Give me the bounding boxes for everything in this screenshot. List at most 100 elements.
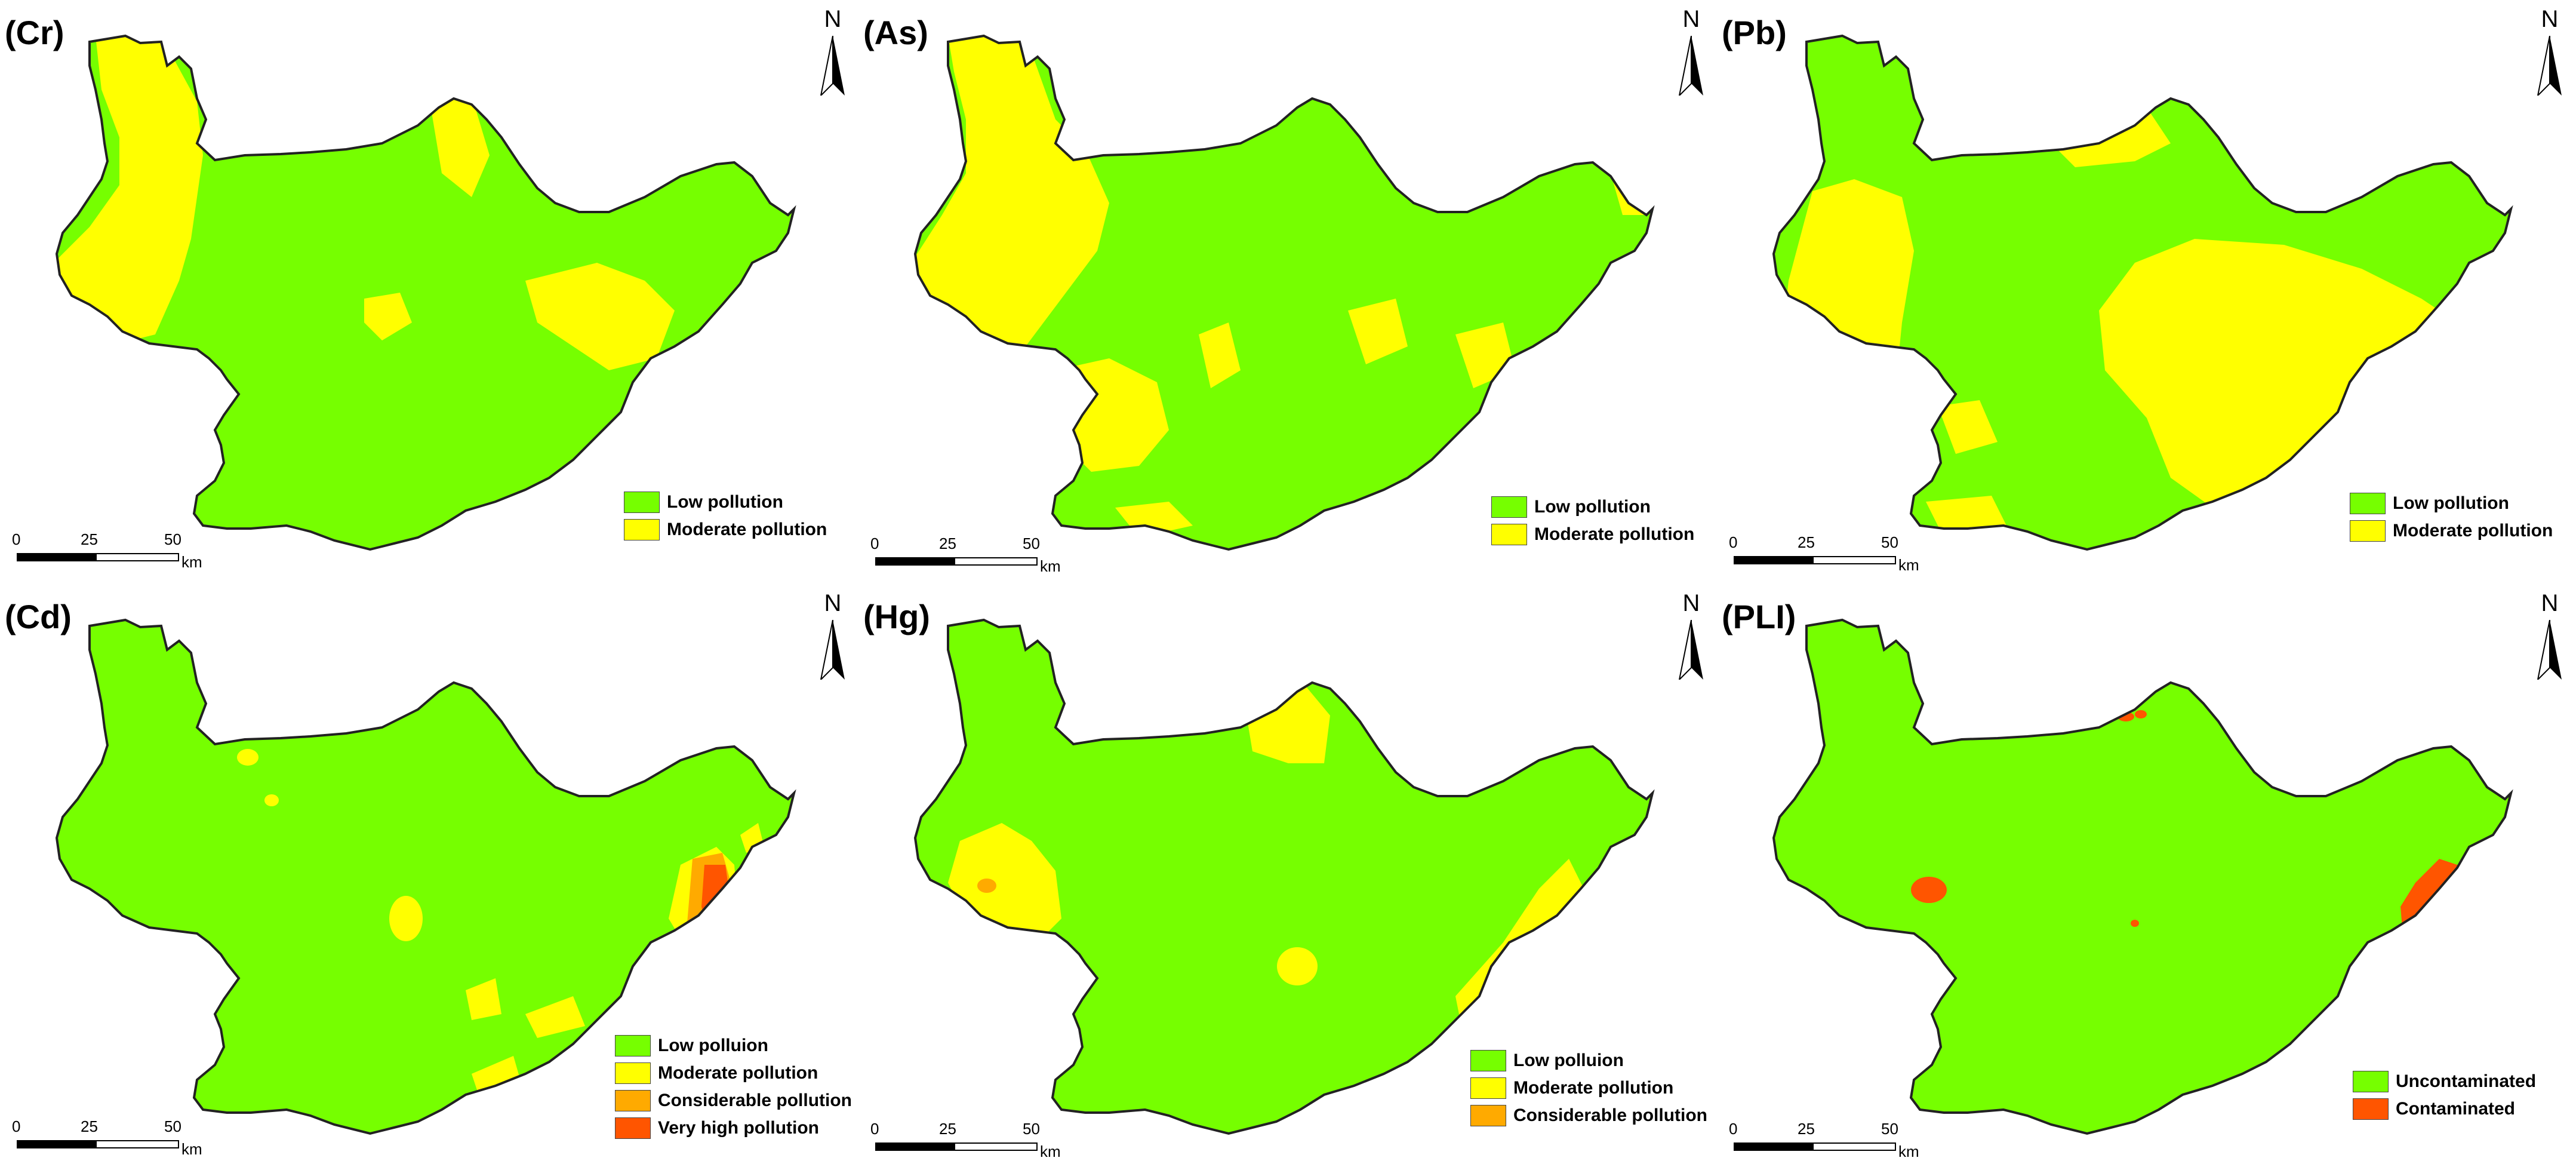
moderate-pollution-area	[1277, 947, 1318, 985]
swatch-moderate	[1470, 1077, 1506, 1099]
legend-text: Low pollution	[2393, 493, 2509, 513]
scale-unit: km	[1040, 1142, 1061, 1160]
legend-text: Considerable pollution	[1513, 1105, 1708, 1125]
moderate-pollution-area	[264, 794, 279, 806]
legend-text: Low polluion	[1513, 1051, 1624, 1070]
legend-text: Very high pollution	[658, 1118, 819, 1138]
north-arrow: N	[812, 590, 854, 680]
legend-item: Low pollution	[2350, 490, 2553, 517]
map-pli	[1772, 619, 2512, 1135]
legend-text: Uncontaminated	[2396, 1071, 2537, 1091]
moderate-pollution-area	[2099, 239, 2475, 508]
contaminated-area	[1911, 877, 1947, 903]
legend: Low pollution Moderate pollution	[1491, 493, 1694, 548]
moderate-pollution-area	[430, 96, 490, 197]
legend: Low pollution Moderate pollution	[624, 489, 827, 543]
legend-item: Very high pollution	[615, 1114, 852, 1142]
north-arrow: N	[1670, 6, 1712, 96]
north-letter: N	[2541, 6, 2559, 32]
moderate-pollution-area	[525, 996, 585, 1038]
legend-item: Moderate pollution	[615, 1059, 852, 1087]
scale-segment	[96, 1140, 179, 1148]
legend: Low polluion Moderate pollution Consider…	[615, 1032, 852, 1142]
moderate-pollution-area	[1938, 400, 1998, 454]
legend-text: Moderate pollution	[2393, 521, 2553, 540]
scale-tick-50: 50	[1881, 533, 1898, 551]
swatch-considerable	[1470, 1105, 1506, 1126]
north-arrow-icon	[2537, 36, 2562, 96]
legend-item: Low pollution	[624, 489, 827, 516]
map-cr	[56, 35, 795, 551]
swatch-moderate	[624, 519, 660, 540]
scale-tick-0: 0	[870, 535, 879, 552]
panel-label: (Hg)	[863, 598, 930, 635]
scale-bar: 0 25 50 km	[1729, 533, 1932, 575]
legend-item: Contaminated	[2353, 1095, 2536, 1123]
scale-tick-50: 50	[1023, 535, 1040, 552]
scale-tick-25: 25	[939, 1120, 956, 1138]
swatch-contaminated	[2353, 1098, 2389, 1120]
scale-tick-25: 25	[81, 1117, 98, 1135]
panel-label: (Cr)	[5, 14, 64, 51]
moderate-pollution-area	[466, 978, 501, 1020]
swatch-low	[1491, 496, 1527, 518]
scale-tick-50: 50	[164, 1117, 181, 1135]
north-letter: N	[1682, 6, 1700, 32]
north-arrow-icon	[2537, 620, 2562, 680]
legend-item: Low pollution	[1491, 493, 1694, 521]
north-letter: N	[2541, 590, 2559, 616]
contaminated-area	[2131, 920, 2139, 927]
legend-item: Moderate pollution	[2350, 517, 2553, 545]
scale-tick-0: 0	[1729, 1120, 1738, 1138]
swatch-very-high	[615, 1117, 651, 1139]
map-panel-cr: (Cr) N Low pollution Moderate pollution …	[0, 0, 858, 579]
map-panel-cd: (Cd) N Low polluion Moderate pollution C…	[0, 584, 858, 1163]
swatch-low	[1470, 1050, 1506, 1071]
map-cd	[56, 619, 795, 1135]
legend-text: Low pollution	[667, 492, 783, 512]
legend: Uncontaminated Contaminated	[2353, 1068, 2536, 1123]
scale-segment	[96, 553, 179, 561]
swatch-moderate	[2350, 520, 2386, 542]
swatch-low	[2350, 493, 2386, 514]
swatch-moderate	[615, 1062, 651, 1084]
north-arrow: N	[812, 6, 854, 96]
map-pb	[1772, 35, 2512, 551]
legend-item: Moderate pollution	[1491, 521, 1694, 548]
map-panel-as: (As) N Low pollution Moderate pollution …	[858, 0, 1717, 579]
swatch-uncontaminated	[2353, 1071, 2389, 1092]
moderate-pollution-area	[915, 36, 1109, 346]
north-arrow: N	[1670, 590, 1712, 680]
scale-tick-0: 0	[12, 530, 21, 548]
legend-item: Moderate pollution	[624, 516, 827, 543]
scale-tick-25: 25	[1798, 533, 1815, 551]
map-hg	[914, 619, 1654, 1135]
scale-tick-50: 50	[1023, 1120, 1040, 1138]
legend: Low polluion Moderate pollution Consider…	[1470, 1047, 1707, 1129]
legend-item: Uncontaminated	[2353, 1068, 2536, 1095]
scale-tick-0: 0	[1729, 533, 1738, 551]
scale-tick-25: 25	[1798, 1120, 1815, 1138]
scale-segment	[1812, 556, 1896, 564]
legend-item: Low polluion	[1470, 1047, 1707, 1074]
swatch-low	[624, 492, 660, 513]
moderate-pollution-area	[525, 263, 675, 370]
north-arrow-icon	[820, 36, 845, 96]
legend-item: Considerable pollution	[1470, 1102, 1707, 1129]
legend-item: Moderate pollution	[1470, 1074, 1707, 1102]
legend-text: Moderate pollution	[1534, 524, 1695, 544]
north-arrow-icon	[1678, 620, 1703, 680]
north-arrow-icon	[820, 620, 845, 680]
scale-bar: 0 25 50 km	[1729, 1120, 1932, 1162]
legend-text: Moderate pollution	[667, 520, 827, 539]
moderate-pollution-area	[389, 896, 423, 941]
scale-unit: km	[181, 553, 202, 571]
scale-segment	[1812, 1142, 1896, 1151]
map-panel-hg: (Hg) N Low polluion Moderate pollution C…	[858, 584, 1717, 1163]
north-arrow: N	[2529, 590, 2571, 680]
scale-segment	[17, 1140, 96, 1148]
scale-tick-25: 25	[81, 530, 98, 548]
scale-segment	[875, 557, 954, 566]
north-letter: N	[1682, 590, 1700, 616]
swatch-low	[615, 1035, 651, 1056]
